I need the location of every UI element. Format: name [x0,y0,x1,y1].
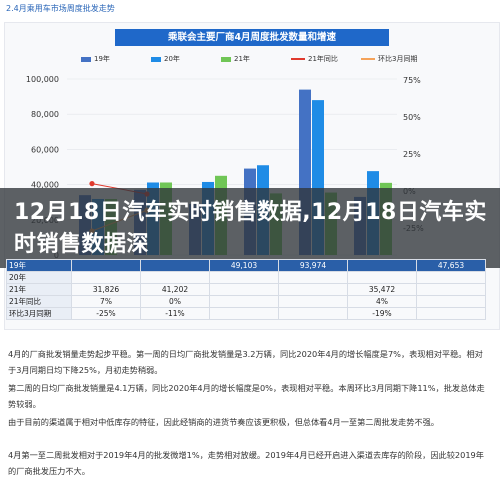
banner-title: 12月18日汽车实时销售数据,12月18日汽车实时销售数据深 [14,200,487,257]
y-tick-label: 60,000 [31,145,59,154]
section-title: 2.4月乘用车市场周度批发走势 [6,4,115,13]
table-row: 20年 [6,271,486,284]
table-cell [416,307,486,320]
table-cell [278,271,348,284]
legend-item: 21年 [221,54,250,64]
point-21年同比 [89,181,95,187]
table-cell: 49,103 [209,259,279,272]
y2-tick-label: 50% [403,113,421,122]
legend-label: 20年 [164,55,180,63]
table-row: 21年 31,826 41,202 35,472 [6,283,486,296]
legend-swatch [151,56,161,62]
table-cell: -25% [71,307,141,320]
legend-item: 环比3月同期 [361,54,417,64]
table-cell: -19% [347,307,417,320]
table-cell [416,283,486,296]
table-cell [140,259,210,272]
row-label: 19年 [6,259,72,272]
row-label: 20年 [6,271,72,284]
table-cell: 4% [347,295,417,308]
table-row: 19年 49,103 93,974 47,653 [6,259,486,272]
table-cell: 31,826 [71,283,141,296]
paragraph-2: 第二周的日均厂商批发销量是4.1万辆，同比2020年4月的增长幅度是0%，表现相… [8,383,485,409]
table-cell [209,295,279,308]
legend-item: 21年同比 [291,54,338,64]
legend-swatch [291,58,305,60]
legend-label: 21年同比 [308,55,338,63]
table-cell [278,295,348,308]
table-cell: 47,653 [416,259,486,272]
legend-label: 19年 [94,55,110,63]
y-tick-label: 100,000 [26,75,59,84]
y2-tick-label: 25% [403,150,421,159]
paragraph-3: 由于目前的渠道属于相对中低库存的特征，因此经销商的进货节奏应该更积极，但总体看4… [8,417,439,427]
y-tick-label: 40,000 [31,181,59,190]
chart-legend: 19年 20年 21年 21年同比 环比3月同期 [71,53,451,65]
table-cell [140,271,210,284]
legend-label: 环比3月同期 [378,55,418,63]
legend-swatch [81,56,91,62]
table-cell [71,259,141,272]
table-cell [209,283,279,296]
legend-label: 21年 [234,55,250,63]
table-cell [416,295,486,308]
legend-swatch [361,58,375,60]
chart-title: 乘联会主要厂商4月周度批发数量和增速 [115,29,389,46]
data-table: 19年 49,103 93,974 47,653 20年 21年 31,826 41,202 3… [6,259,486,320]
table-cell [347,259,417,272]
table-cell: -11% [140,307,210,320]
table-cell [209,307,279,320]
table-cell [278,307,348,320]
table-row: 环比3月同期 -25% -11% -19% [6,307,486,320]
table-cell: 7% [71,295,141,308]
y-tick-label: 80,000 [31,110,59,119]
table-cell [71,271,141,284]
legend-item: 20年 [151,54,180,64]
table-cell: 93,974 [278,259,348,272]
table-cell: 41,202 [140,283,210,296]
row-label: 21年 [6,283,72,296]
table-cell: 35,472 [347,283,417,296]
table-cell [416,271,486,284]
paragraph-1: 4月的厂商批发销量走势起步平稳。第一周的日均厂商批发销量是3.2万辆，同比202… [8,349,483,375]
row-label: 环比3月同期 [6,307,72,320]
title-banner [0,188,500,268]
table-cell [347,271,417,284]
row-label: 21年同比 [6,295,72,308]
legend-item: 19年 [81,54,110,64]
paragraph-4: 4月第一至二周批发相对于2019年4月的批发微增1%，走势相对放缓。2019年4… [8,450,484,476]
table-row: 21年同比 7% 0% 4% [6,295,486,308]
table-cell [209,271,279,284]
y2-tick-label: 75% [403,76,421,85]
table-cell: 0% [140,295,210,308]
table-cell [278,283,348,296]
legend-swatch [221,56,231,62]
